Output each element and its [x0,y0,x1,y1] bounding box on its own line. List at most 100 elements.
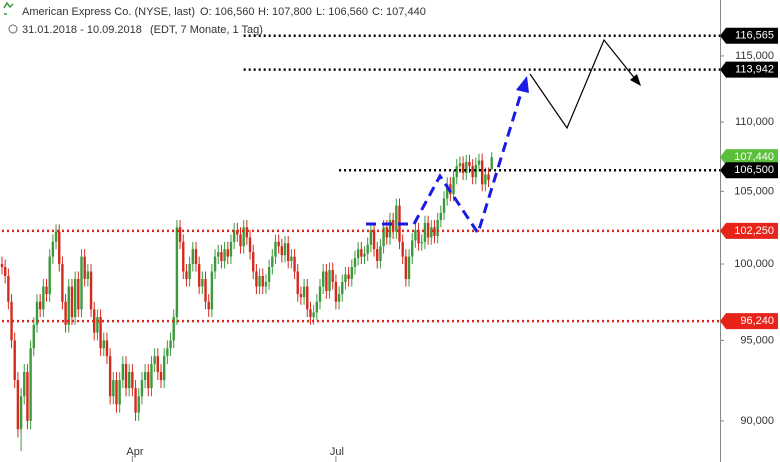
candle-body [70,286,74,318]
candle-body [29,348,32,421]
candle-body [124,364,128,389]
header-name: American Express Co. (NYSE, last) [22,6,195,18]
level-tag [720,313,778,330]
candle-body [293,256,296,272]
candle-body [210,271,214,310]
clock-icon [8,24,18,34]
candle-body [252,252,255,272]
candle-body [64,301,67,325]
candle-body [96,317,99,333]
header-low: L: 106,560 [316,6,368,18]
candle-body [287,243,290,262]
candle-body [353,258,357,267]
candle-body [128,372,131,389]
candle-body [118,380,121,405]
candle-body [61,264,64,302]
x-tick-label: Apr [126,446,143,458]
candle-body [115,380,118,405]
candle-body [207,301,210,310]
candle-body [242,227,245,247]
candle-body [178,227,182,242]
level-label: 113,942 [735,64,774,76]
candle-body [350,266,353,279]
candle-body [309,309,312,318]
level-label: 107,440 [734,151,774,163]
candle-body [245,227,249,238]
candle-body [369,230,373,245]
candle-body [261,275,264,287]
candle-body [77,278,80,310]
candle-body [484,174,487,185]
candle-body [153,356,156,365]
candle-body [99,317,102,349]
header-info: (EDT, 7 Monate, 1 Tag) [150,24,263,36]
candle-body [58,231,61,265]
candle-body [236,230,239,235]
candle-body [175,227,179,318]
candle-body [325,271,328,292]
candle-body [188,264,191,279]
candle-body [134,388,137,413]
candle-body [172,317,175,341]
candle-body [229,241,233,257]
candle-body [7,275,10,302]
candle-body [306,286,309,310]
candle-body [197,264,201,287]
candle-body [404,256,408,279]
header-close: C: 107,440 [372,6,426,18]
candle-body [162,356,166,381]
candle-body [194,249,198,265]
candle-body [220,252,223,262]
level-tag [720,27,778,44]
candle-body [232,230,236,242]
candle-body [442,198,446,213]
candle-body [3,266,7,276]
level-label: 116,565 [735,30,774,42]
candle-body [67,286,70,325]
header-open: O: 106,560 [200,6,254,18]
candle-body [182,241,185,272]
candle-body [334,281,338,302]
candle-body [93,309,96,333]
candle-body [204,278,207,302]
candle-body [48,256,51,295]
plot [0,152,493,451]
candle-body [143,372,147,381]
candle-body [321,271,325,287]
candle-body [283,243,287,256]
level-tag [720,61,778,78]
candle-body [169,340,172,349]
candle-body [213,256,217,272]
blue-arrowhead [516,76,529,93]
candle-body [395,205,398,232]
candle-body [423,222,427,242]
candle-body [411,240,414,257]
candle-body [302,286,306,298]
candle-body [274,241,277,257]
level-tag [720,149,778,166]
candle-body [108,356,112,397]
candle-body [185,271,188,279]
candle-body [414,230,417,241]
candle-body [296,271,299,295]
candle-body [147,372,150,389]
level-tag [720,162,778,179]
icon [3,1,14,15]
candle-body [290,256,293,262]
candle-body [140,380,144,397]
candle-body [13,340,16,381]
candle-body [10,301,13,341]
candle-body [131,372,134,389]
candle-body [80,256,83,310]
candle-body [477,160,481,165]
candle-body [468,161,471,167]
candle-body [341,281,344,295]
candle-body [337,294,341,302]
candle-body [26,372,29,421]
candle-body [137,396,140,413]
candle-body [487,174,490,181]
candle-body [32,324,35,349]
y-tick-label: 105,000 [734,185,774,197]
candle-body [312,312,315,318]
candle-body [42,286,45,310]
